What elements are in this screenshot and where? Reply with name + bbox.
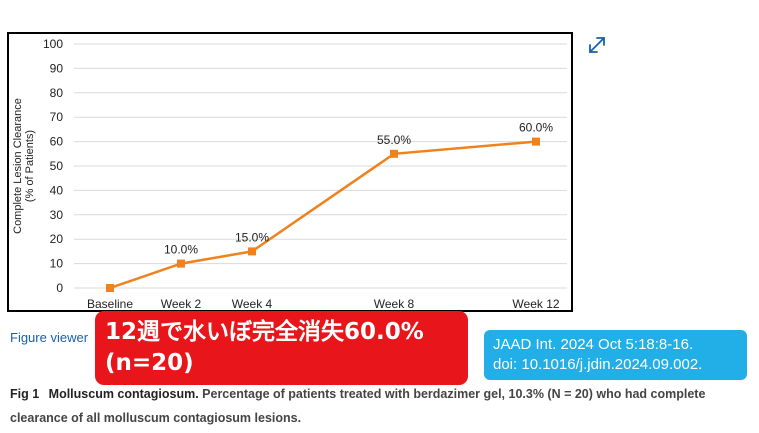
y-axis-label: Complete Lesion Clearance (% of Patients)	[12, 98, 36, 234]
y-tick-label: 40	[50, 183, 64, 197]
y-tick-label: 10	[50, 257, 64, 271]
banner-line-1: 12週で水いぼ完全消失60.0%	[105, 319, 424, 345]
y-tick-label: 50	[50, 159, 64, 173]
chart-frame: 0 10 20 30 40 50 60 70 80 90 100 Baseline Week 2 Week…	[7, 32, 573, 312]
citation-line-2: doi: 10.1016/j.jdin.2024.09.002.	[493, 356, 703, 373]
x-tick-label: Baseline	[87, 297, 133, 310]
x-tick-label: Week 4	[232, 297, 273, 310]
caption-title: Molluscum contagiosum.	[48, 387, 199, 401]
y-tick-label: 80	[50, 86, 64, 100]
banner-line-2: (n=20)	[105, 350, 194, 376]
y-tick-label: 20	[50, 232, 64, 246]
x-tick-label: Week 2	[161, 297, 202, 310]
caption-text: Percentage of patients treated with berd…	[10, 387, 706, 425]
x-tick-label: Week 12	[512, 297, 559, 310]
figure-caption: Fig 1 Molluscum contagiosum. Percentage …	[10, 382, 755, 430]
japanese-summary-banner: 12週で水いぼ完全消失60.0% (n=20)	[95, 311, 468, 385]
data-label: 60.0%	[519, 121, 553, 135]
data-point	[390, 149, 398, 158]
expand-icon[interactable]	[586, 34, 608, 56]
y-axis-label-line: (% of Patients)	[24, 130, 36, 202]
y-tick-label: 60	[50, 135, 64, 149]
data-label: 10.0%	[164, 243, 198, 257]
y-tick-label: 0	[56, 281, 63, 295]
citation-line-1: JAAD Int. 2024 Oct 5:18:8-16.	[493, 336, 694, 353]
data-label: 15.0%	[235, 230, 269, 244]
citation-box: JAAD Int. 2024 Oct 5:18:8-16. doi: 10.10…	[484, 330, 747, 380]
data-point	[248, 247, 256, 256]
y-axis-label-line: Complete Lesion Clearance	[12, 98, 24, 234]
data-point	[106, 284, 114, 292]
y-tick-label: 70	[50, 110, 64, 124]
figure-viewer-link[interactable]: Figure viewer	[10, 330, 89, 345]
data-label: 55.0%	[377, 133, 411, 147]
data-point	[177, 259, 185, 268]
y-tick-label: 100	[43, 37, 63, 51]
y-tick-label: 30	[50, 208, 64, 222]
data-point	[532, 137, 540, 146]
caption-figure-label: Fig 1	[10, 387, 40, 401]
x-tick-label: Week 8	[374, 297, 415, 310]
y-tick-label: 90	[50, 61, 64, 75]
line-chart: 0 10 20 30 40 50 60 70 80 90 100 Baseline Week 2 Week…	[12, 37, 567, 310]
